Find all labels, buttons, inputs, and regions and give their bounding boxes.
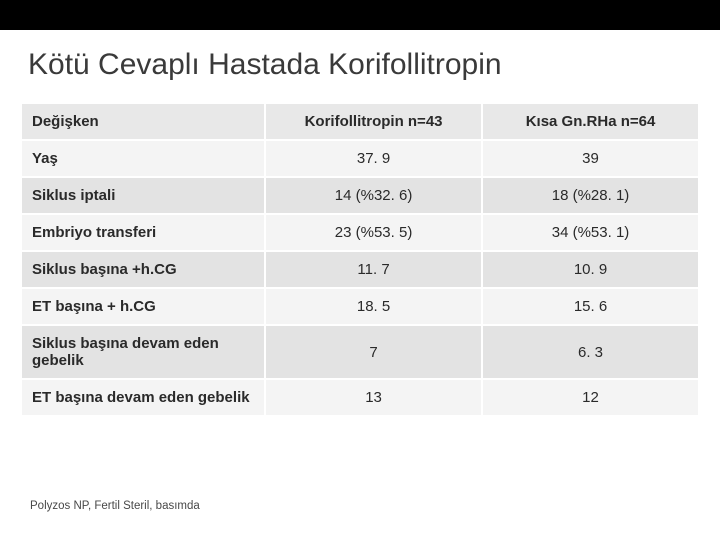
table-header-row: Değişken Korifollitropin n=43 Kısa Gn.RH… xyxy=(21,103,699,140)
row-label: Yaş xyxy=(21,140,265,177)
row-label: Embriyo transferi xyxy=(21,214,265,251)
cell: 10. 9 xyxy=(482,251,699,288)
cell: 6. 3 xyxy=(482,325,699,379)
cell: 12 xyxy=(482,379,699,416)
cell: 13 xyxy=(265,379,482,416)
slide-title: Kötü Cevaplı Hastada Korifollitropin xyxy=(0,30,720,102)
row-label: Siklus başına +h.CG xyxy=(21,251,265,288)
table-row: ET başına devam eden gebelik 13 12 xyxy=(21,379,699,416)
table-container: Değişken Korifollitropin n=43 Kısa Gn.RH… xyxy=(0,102,720,417)
table-row: ET başına + h.CG 18. 5 15. 6 xyxy=(21,288,699,325)
row-label: ET başına + h.CG xyxy=(21,288,265,325)
cell: 34 (%53. 1) xyxy=(482,214,699,251)
cell: 18. 5 xyxy=(265,288,482,325)
cell: 11. 7 xyxy=(265,251,482,288)
footnote-citation: Polyzos NP, Fertil Steril, basımda xyxy=(30,500,200,512)
cell: 15. 6 xyxy=(482,288,699,325)
table-row: Yaş 37. 9 39 xyxy=(21,140,699,177)
col-header: Korifollitropin n=43 xyxy=(265,103,482,140)
table-row: Siklus başına +h.CG 11. 7 10. 9 xyxy=(21,251,699,288)
row-label: Siklus başına devam eden gebelik xyxy=(21,325,265,379)
top-black-bar xyxy=(0,0,720,30)
data-table: Değişken Korifollitropin n=43 Kısa Gn.RH… xyxy=(20,102,700,417)
table-row: Siklus başına devam eden gebelik 7 6. 3 xyxy=(21,325,699,379)
cell: 39 xyxy=(482,140,699,177)
cell: 18 (%28. 1) xyxy=(482,177,699,214)
row-label: Siklus iptali xyxy=(21,177,265,214)
col-header: Değişken xyxy=(21,103,265,140)
cell: 7 xyxy=(265,325,482,379)
cell: 23 (%53. 5) xyxy=(265,214,482,251)
row-label: ET başına devam eden gebelik xyxy=(21,379,265,416)
table-row: Siklus iptali 14 (%32. 6) 18 (%28. 1) xyxy=(21,177,699,214)
col-header: Kısa Gn.RHa n=64 xyxy=(482,103,699,140)
cell: 14 (%32. 6) xyxy=(265,177,482,214)
table-row: Embriyo transferi 23 (%53. 5) 34 (%53. 1… xyxy=(21,214,699,251)
cell: 37. 9 xyxy=(265,140,482,177)
